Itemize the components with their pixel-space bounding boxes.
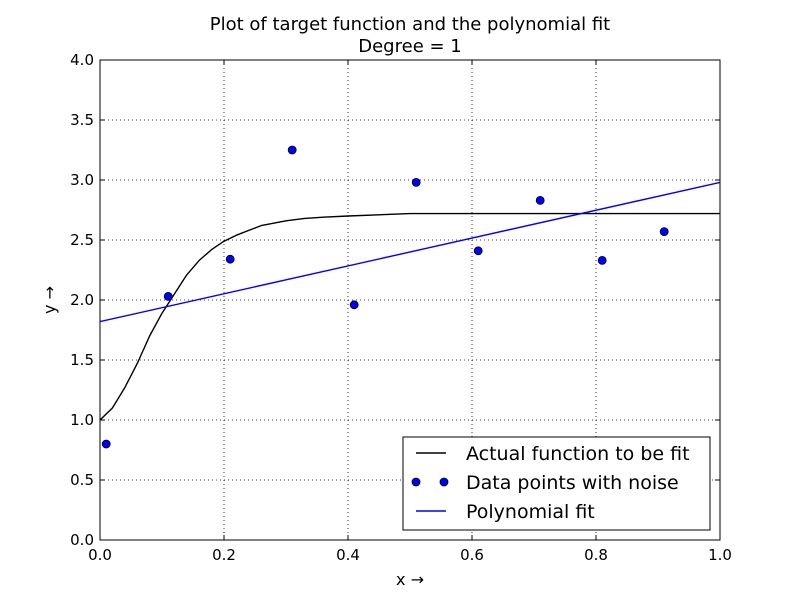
y-axis-label: y → [40,286,59,314]
legend-label: Polynomial fit [466,501,595,523]
x-tick-label: 0.2 [212,546,236,564]
y-tick-label: 0.5 [70,471,94,489]
legend-marker-swatch [411,477,421,487]
legend-marker-swatch [439,477,449,487]
data-point [597,255,607,265]
x-tick-label: 0.4 [336,546,360,564]
y-tick-label: 2.5 [70,231,94,249]
y-tick-label: 4.0 [70,51,94,69]
legend-frame [402,436,711,531]
chart-title: Plot of target function and the polynomi… [210,14,610,35]
x-tick-label: 0.8 [584,546,608,564]
legend-label: Data points with noise [466,472,679,494]
data-point [349,300,359,310]
data-point [473,246,483,256]
data-point [535,195,545,205]
y-tick-label: 1.0 [70,411,94,429]
ticks: 0.0 0.2 0.4 0.6 0.8 1.0 0.0 0.5 1.0 1.5 2.0 2.5 3.0 3… [70,51,732,564]
data-point [163,291,173,301]
data-point [411,177,421,187]
legend: Actual function to be fit Data points wit… [402,436,711,531]
legend-label: Actual function to be fit [466,443,690,465]
x-axis-label: x → [396,570,424,589]
x-tick-label: 0.0 [88,546,112,564]
y-tick-label: 3.0 [70,171,94,189]
x-tick-label: 1.0 [708,546,732,564]
y-tick-label: 2.0 [70,291,94,309]
data-point [101,439,111,449]
y-tick-label: 1.5 [70,351,94,369]
data-point [659,227,669,237]
plot-frame [99,59,721,541]
x-tick-label: 0.6 [460,546,484,564]
y-tick-label: 3.5 [70,111,94,129]
series-line [100,212,720,421]
series-line [100,181,720,323]
data-point [225,254,235,264]
y-tick-label: 0.0 [70,531,94,549]
data-point [287,145,297,155]
series-layer [100,145,720,449]
chart-subtitle: Degree = 1 [358,36,462,57]
